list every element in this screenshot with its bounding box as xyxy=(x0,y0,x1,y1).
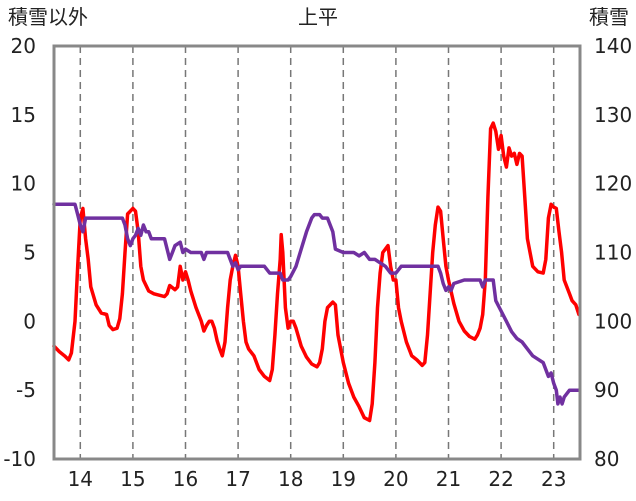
x-tick-label: 16 xyxy=(173,467,198,491)
y-right-tick-label: 120 xyxy=(594,172,632,196)
x-tick-label: 19 xyxy=(331,467,356,491)
y-left-tick-label: 5 xyxy=(23,241,36,265)
y-right-tick-label: 110 xyxy=(594,241,632,265)
x-tick-label: 23 xyxy=(541,467,566,491)
x-tick-label: 22 xyxy=(488,467,513,491)
y-left-tick-label: -5 xyxy=(16,378,36,402)
series-line-left-axis xyxy=(52,121,581,423)
x-tick-label: 20 xyxy=(383,467,408,491)
series-layer xyxy=(52,121,581,423)
series-line-right-axis xyxy=(52,202,581,406)
y-right-tick-label: 140 xyxy=(594,34,632,58)
x-tick-label: 18 xyxy=(278,467,303,491)
y-right-tick-label: 90 xyxy=(594,378,619,402)
y-right-tick-label: 80 xyxy=(594,447,619,471)
plot-area-border xyxy=(52,44,582,461)
x-tick-label: 14 xyxy=(68,467,93,491)
y-left-tick-label: 10 xyxy=(11,172,36,196)
left-axis-label: 積雪以外 xyxy=(8,5,88,29)
tick-labels: 20 15 10 5 0 -5 -10 140 130 120 110 100 90 80 14 15 16 17… xyxy=(3,34,632,491)
y-right-tick-label: 130 xyxy=(594,103,632,127)
x-tick-label: 15 xyxy=(120,467,145,491)
x-tick-label: 21 xyxy=(436,467,461,491)
chart-title: 上平 xyxy=(298,5,338,29)
vertical-gridlines xyxy=(79,46,555,459)
x-tick-label: 17 xyxy=(225,467,250,491)
y-left-tick-label: 15 xyxy=(11,103,36,127)
right-axis-label: 積雪 xyxy=(589,5,629,29)
y-right-tick-label: 100 xyxy=(594,309,632,333)
y-left-tick-label: 20 xyxy=(11,34,36,58)
y-left-tick-label: -10 xyxy=(3,447,36,471)
y-left-tick-label: 0 xyxy=(23,309,36,333)
